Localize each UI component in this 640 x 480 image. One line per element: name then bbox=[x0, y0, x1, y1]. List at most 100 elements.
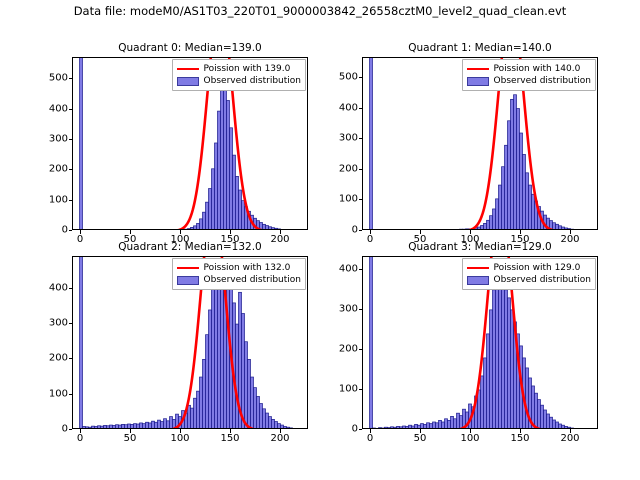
subplot-title-quadrant-2: Quadrant 2: Median=132.0 bbox=[118, 241, 262, 253]
ytick-label-q3-3: 300 bbox=[338, 303, 358, 315]
legend-quadrant-3[interactable]: Poission with 129.0 Observed distribution bbox=[461, 258, 596, 290]
histogram-bar bbox=[199, 376, 203, 428]
legend-line-swatch-icon bbox=[176, 266, 199, 270]
xtick-mark-q1-1 bbox=[420, 230, 421, 234]
histogram-bar bbox=[525, 172, 529, 229]
histogram-bar bbox=[223, 84, 227, 229]
histogram-bar bbox=[492, 208, 496, 229]
ytick-mark-q2-4 bbox=[68, 287, 72, 289]
histogram-bar bbox=[277, 228, 281, 229]
histogram-bar bbox=[372, 427, 376, 428]
legend-quadrant-2[interactable]: Poission with 132.0 Observed distribution bbox=[171, 258, 306, 290]
legend-quadrant-0[interactable]: Poission with 139.0 Observed distribution bbox=[171, 59, 306, 91]
xtick-mark-q1-4 bbox=[570, 230, 571, 234]
subplot-quadrant-2: Quadrant 2: Median=132.0 0 100 200 300 400 0 50… bbox=[49, 241, 308, 444]
histogram-bar bbox=[426, 422, 430, 428]
histogram-bar bbox=[214, 270, 218, 428]
xtick-label-q2-2: 100 bbox=[170, 433, 190, 444]
legend-line-swatch-icon bbox=[176, 67, 199, 71]
ytick-mark-q1-3 bbox=[358, 138, 362, 140]
histogram-bar bbox=[429, 423, 433, 428]
histogram-bar bbox=[405, 426, 409, 428]
histogram-bar bbox=[522, 154, 526, 229]
histogram-bar bbox=[558, 225, 562, 229]
histogram-bar bbox=[501, 166, 505, 229]
histogram-bar bbox=[106, 425, 110, 428]
legend-quadrant-1[interactable]: Poission with 140.0 Observed distribution bbox=[461, 59, 596, 91]
histogram-bar bbox=[142, 423, 146, 428]
histogram-bar bbox=[480, 375, 484, 428]
histogram-bar bbox=[489, 215, 493, 229]
histogram-bar bbox=[564, 227, 568, 229]
xtick-label-q1-2: 100 bbox=[460, 234, 480, 245]
xtick-mark-q3-2 bbox=[470, 429, 471, 433]
histogram-bar bbox=[157, 419, 161, 428]
figure-suptitle: Data file: modeM0/AS1T03_220T01_90000038… bbox=[73, 4, 567, 18]
ytick-mark-q0-2 bbox=[68, 169, 72, 171]
histogram-bar bbox=[205, 334, 209, 428]
histogram-bar bbox=[558, 423, 562, 428]
subplot-title-quadrant-1: Quadrant 1: Median=140.0 bbox=[408, 42, 552, 54]
histogram-bar bbox=[525, 367, 529, 428]
poisson-fit-curve-q0 bbox=[177, 58, 263, 229]
histogram-bar bbox=[85, 426, 89, 428]
histogram-bar bbox=[109, 424, 113, 428]
ytick-mark-q3-4 bbox=[358, 268, 362, 270]
histogram-bar bbox=[241, 313, 245, 428]
observed-distribution-bars-q0 bbox=[79, 58, 281, 229]
ytick-label-q0-3: 300 bbox=[48, 133, 68, 145]
histogram-bar bbox=[483, 223, 487, 229]
histogram-bar bbox=[184, 228, 188, 229]
histogram-bar bbox=[451, 229, 454, 230]
histogram-bar bbox=[136, 423, 140, 428]
xtick-mark-q3-4 bbox=[570, 429, 571, 433]
histogram-bar bbox=[79, 257, 83, 428]
histogram-bar bbox=[454, 229, 457, 230]
histogram-bar bbox=[453, 418, 457, 428]
ytick-label-q3-1: 100 bbox=[338, 383, 358, 395]
histogram-bar bbox=[477, 226, 481, 229]
histogram-bar bbox=[390, 426, 394, 428]
histogram-bar bbox=[217, 110, 221, 229]
ytick-label-q0-2: 200 bbox=[48, 163, 68, 175]
histogram-bar bbox=[214, 142, 218, 229]
histogram-bar bbox=[531, 193, 535, 229]
histogram-bar bbox=[528, 184, 532, 229]
histogram-bar bbox=[211, 281, 215, 428]
ytick-label-q3-0: 0 bbox=[351, 423, 358, 435]
histogram-bar bbox=[516, 108, 520, 229]
histogram-bar bbox=[414, 424, 418, 428]
histogram-bar bbox=[145, 421, 149, 428]
legend-entry-poisson-q1: Poission with 140.0 bbox=[466, 63, 591, 75]
histogram-bar bbox=[79, 58, 83, 229]
histogram-bar bbox=[133, 423, 137, 428]
ytick-label-q1-1: 100 bbox=[338, 193, 358, 205]
xtick-label-q1-1: 50 bbox=[413, 234, 427, 245]
histogram-bar bbox=[393, 426, 397, 428]
histogram-bar bbox=[208, 309, 212, 428]
histogram-bar bbox=[262, 223, 266, 229]
histogram-bar bbox=[196, 223, 200, 229]
histogram-bar bbox=[202, 359, 206, 428]
histogram-bar bbox=[510, 309, 514, 428]
histogram-bar bbox=[408, 424, 412, 428]
histogram-bar bbox=[226, 100, 230, 229]
histogram-bar bbox=[169, 416, 173, 428]
histogram-bar bbox=[289, 427, 293, 428]
poisson-fit-curve-q1 bbox=[468, 58, 554, 229]
histogram-bar bbox=[534, 392, 538, 428]
histogram-bar bbox=[271, 419, 275, 428]
xtick-mark-q2-2 bbox=[180, 429, 181, 433]
xtick-label-q2-0: 0 bbox=[76, 433, 84, 444]
ytick-mark-q3-2 bbox=[358, 348, 362, 350]
histogram-bar bbox=[259, 403, 263, 428]
histogram-bar bbox=[118, 424, 122, 428]
histogram-bar bbox=[265, 225, 269, 229]
legend-label-poisson: Poission with 132.0 bbox=[203, 262, 291, 273]
xtick-label-q3-2: 100 bbox=[460, 433, 480, 444]
histogram-bar bbox=[552, 419, 556, 428]
histogram-bar bbox=[456, 412, 460, 428]
histogram-bar bbox=[549, 416, 553, 428]
histogram-bar bbox=[561, 424, 565, 428]
histogram-bar bbox=[100, 425, 104, 428]
